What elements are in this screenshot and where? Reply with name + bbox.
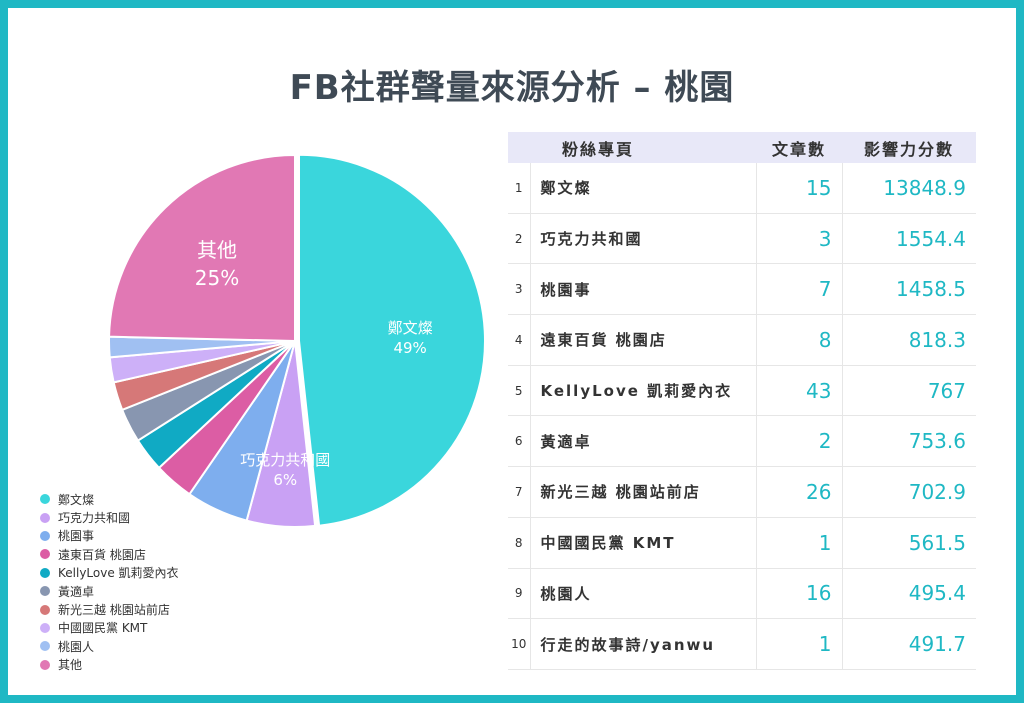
legend-label: 巧克力共和國 [58,511,131,526]
articles-cell: 15 [756,163,843,214]
score-cell: 13848.9 [842,163,976,214]
fanpage-cell: 新光三越 桃園站前店 [530,466,757,518]
chart-card: FB社群聲量來源分析 – 桃園 鄭文燦 49% 巧克力共和國 6% 其他 25% 鄭文燦巧… [8,8,1016,695]
pie-legend: 鄭文燦巧克力共和國 桃園事遠東百貨 桃園店 KellyLove 凱莉愛內衣 黃適卓新光… [40,490,179,674]
table-row: 4 遠東百貨 桃園店 8 818.3 [508,314,976,366]
articles-cell: 1 [756,517,843,569]
rank-cell: 5 [508,365,531,417]
table-row: 5 KellyLove 凱莉愛內衣 43 767 [508,365,976,417]
legend-label: 中國國民黨 KMT [58,621,148,636]
table-row: 1 鄭文燦 15 13848.9 [508,163,976,214]
rank-cell: 8 [508,517,531,569]
legend-label: 黃適卓 [58,584,95,599]
legend-item-3: 桃園事 [40,527,179,545]
fanpage-cell: KellyLove 凱莉愛內衣 [530,365,757,417]
legend-swatch [40,622,50,633]
table-row: 9 桃園人 16 495.4 [508,568,976,620]
rank-cell: 1 [508,163,531,214]
articles-cell: 3 [756,213,843,265]
pie-slice-10 [108,153,296,343]
articles-cell: 7 [756,263,843,316]
legend-item-2: 巧克力共和國 [40,508,179,526]
header-rank [508,132,530,163]
legend-swatch [40,512,50,523]
score-cell: 818.3 [842,314,976,366]
legend-item-8: 中國國民黨 KMT [40,619,179,637]
legend-swatch [40,530,50,541]
pie-chart: 鄭文燦 49% 巧克力共和國 6% 其他 25% [108,153,486,528]
articles-cell: 2 [756,415,843,468]
rank-cell: 9 [508,568,531,620]
score-cell: 561.5 [842,517,976,569]
legend-swatch [40,549,50,560]
slice-label-name-1: 鄭文燦 [388,319,433,337]
table-row: 6 黃適卓 2 753.6 [508,415,976,468]
header-fanpage: 粉絲專頁 [530,132,756,163]
slice-label-percent-1: 49% [393,339,426,357]
legend-swatch [40,586,50,597]
rank-cell: 10 [508,618,531,670]
articles-cell: 43 [756,365,843,417]
score-cell: 753.6 [842,415,976,468]
legend-swatch [40,567,50,578]
rank-cell: 6 [508,415,531,468]
table-row: 3 桃園事 7 1458.5 [508,263,976,316]
legend-item-10: 其他 [40,656,179,674]
slice-label-name-2: 巧克力共和國 [240,451,330,469]
fanpage-cell: 行走的故事詩/yanwu [530,618,757,670]
legend-item-9: 桃園人 [40,637,179,655]
table-row: 8 中國國民黨 KMT 1 561.5 [508,517,976,569]
fanpage-cell: 黃適卓 [530,415,757,468]
legend-item-1: 鄭文燦 [40,490,179,508]
fanpage-table: 粉絲專頁 文章數 影響力分數 1 鄭文燦 15 13848.9 2 巧克力共和國 3 1554… [508,132,976,670]
page-title: FB社群聲量來源分析 – 桃園 [289,68,735,108]
slice-label-percent-10: 25% [195,266,239,290]
legend-label: 遠東百貨 桃園店 [58,547,146,562]
articles-cell: 16 [756,568,843,620]
legend-label: 桃園人 [58,639,95,654]
header-score: 影響力分數 [842,132,976,163]
legend-item-5: KellyLove 凱莉愛內衣 [40,564,179,582]
fanpage-cell: 中國國民黨 KMT [530,517,757,569]
header-articles: 文章數 [756,132,842,163]
legend-label: 新光三越 桃園站前店 [58,603,170,618]
score-cell: 491.7 [842,618,976,670]
legend-label: 桃園事 [58,529,95,544]
table-header-row: 粉絲專頁 文章數 影響力分數 [508,132,976,163]
legend-item-6: 黃適卓 [40,582,179,600]
articles-cell: 26 [756,466,843,518]
legend-item-4: 遠東百貨 桃園店 [40,545,179,563]
legend-label: 鄭文燦 [58,492,95,507]
legend-swatch [40,604,50,615]
fanpage-cell: 桃園人 [530,568,757,620]
legend-label: KellyLove 凱莉愛內衣 [58,566,179,581]
legend-label: 其他 [58,658,83,673]
rank-cell: 3 [508,263,531,316]
legend-swatch [40,494,50,505]
score-cell: 767 [842,365,976,417]
legend-swatch [40,641,50,652]
rank-cell: 2 [508,213,531,265]
pie-slice-1 [297,153,486,527]
fanpage-cell: 遠東百貨 桃園店 [530,314,757,366]
score-cell: 1554.4 [842,213,976,265]
score-cell: 1458.5 [842,263,976,316]
legend-item-7: 新光三越 桃園站前店 [40,600,179,618]
fanpage-cell: 桃園事 [530,263,757,316]
score-cell: 495.4 [842,568,976,620]
rank-cell: 4 [508,314,531,366]
slice-label-name-10: 其他 [197,238,237,262]
legend-swatch [40,659,50,670]
articles-cell: 1 [756,618,843,670]
score-cell: 702.9 [842,466,976,518]
fanpage-cell: 鄭文燦 [530,163,757,214]
table-row: 7 新光三越 桃園站前店 26 702.9 [508,466,976,518]
slice-label-percent-2: 6% [273,471,297,489]
articles-cell: 8 [756,314,843,366]
table-row: 2 巧克力共和國 3 1554.4 [508,213,976,265]
table-row: 10 行走的故事詩/yanwu 1 491.7 [508,618,976,670]
fanpage-cell: 巧克力共和國 [530,213,757,265]
rank-cell: 7 [508,466,531,518]
